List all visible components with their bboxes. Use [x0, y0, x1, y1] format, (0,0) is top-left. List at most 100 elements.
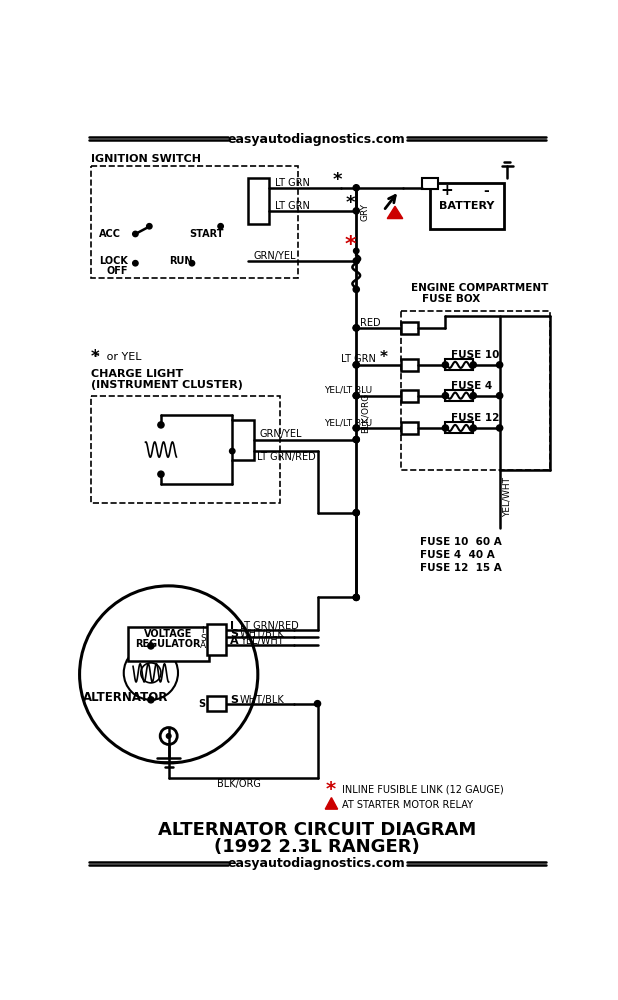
- Text: LT GRN: LT GRN: [275, 178, 310, 188]
- Text: S: S: [198, 699, 205, 709]
- Circle shape: [470, 393, 476, 399]
- Text: ACC: ACC: [99, 229, 121, 239]
- Text: FUSE 12  15 A: FUSE 12 15 A: [420, 563, 502, 573]
- Text: FUSE 12: FUSE 12: [451, 413, 499, 423]
- Text: FUSE 10  60 A: FUSE 10 60 A: [420, 537, 502, 547]
- Bar: [91, 166, 298, 278]
- Circle shape: [353, 362, 359, 368]
- Circle shape: [353, 258, 359, 264]
- Text: YEL/LT BLU: YEL/LT BLU: [324, 418, 372, 427]
- Bar: [248, 178, 269, 224]
- Text: *: *: [379, 350, 387, 365]
- Text: BLK/ORG: BLK/ORG: [217, 779, 261, 789]
- Text: GRY: GRY: [360, 203, 369, 221]
- Text: easyautodiagnostics.com: easyautodiagnostics.com: [228, 133, 405, 146]
- Bar: [446, 359, 473, 370]
- Bar: [128, 627, 209, 661]
- Text: GRN/YEL: GRN/YEL: [260, 429, 302, 439]
- Text: S: S: [230, 629, 238, 639]
- Circle shape: [442, 362, 449, 368]
- Circle shape: [158, 422, 164, 428]
- Circle shape: [353, 248, 359, 254]
- Text: I: I: [230, 621, 234, 631]
- Circle shape: [148, 697, 154, 703]
- Text: LT GRN: LT GRN: [275, 201, 310, 211]
- Circle shape: [189, 261, 195, 266]
- Circle shape: [353, 325, 359, 331]
- Circle shape: [353, 185, 359, 191]
- Circle shape: [496, 362, 502, 368]
- Text: START: START: [190, 229, 224, 239]
- Circle shape: [353, 436, 359, 443]
- Circle shape: [353, 208, 359, 214]
- Text: LT GRN: LT GRN: [341, 354, 376, 364]
- Circle shape: [442, 425, 449, 431]
- Bar: [401, 389, 418, 402]
- Text: VOLTAGE: VOLTAGE: [144, 629, 192, 639]
- Bar: [430, 183, 504, 229]
- Text: A: A: [200, 641, 206, 650]
- Text: *: *: [332, 171, 342, 189]
- Text: YEL/WHT: YEL/WHT: [240, 636, 284, 646]
- Text: GRN/YEL: GRN/YEL: [254, 251, 297, 261]
- Circle shape: [353, 286, 359, 292]
- Bar: [401, 322, 418, 334]
- Circle shape: [148, 643, 154, 649]
- Bar: [401, 422, 418, 434]
- Text: RED: RED: [360, 318, 381, 328]
- Text: FUSE BOX: FUSE BOX: [422, 294, 480, 304]
- Text: OFF: OFF: [107, 266, 128, 276]
- Text: YEL/WHT: YEL/WHT: [502, 477, 512, 517]
- Text: +: +: [440, 183, 453, 198]
- Circle shape: [146, 224, 152, 229]
- Text: I: I: [201, 626, 204, 635]
- Text: IGNITION SWITCH: IGNITION SWITCH: [91, 153, 201, 163]
- Text: YEL/LT BLU: YEL/LT BLU: [324, 386, 372, 395]
- Text: FUSE 10: FUSE 10: [451, 350, 499, 360]
- Text: ENGINE COMPARTMENT: ENGINE COMPARTMENT: [410, 283, 548, 293]
- Text: LT GRN/RED: LT GRN/RED: [240, 621, 298, 631]
- Circle shape: [496, 425, 502, 431]
- Circle shape: [218, 224, 223, 229]
- Bar: [208, 624, 226, 655]
- Circle shape: [158, 471, 164, 477]
- Text: *: *: [344, 235, 356, 255]
- Circle shape: [470, 425, 476, 431]
- Bar: [91, 396, 281, 503]
- Text: A: A: [230, 636, 239, 646]
- Circle shape: [353, 393, 359, 399]
- Text: WHT/BLK: WHT/BLK: [240, 629, 285, 639]
- Text: easyautodiagnostics.com: easyautodiagnostics.com: [228, 857, 405, 870]
- Text: LOCK: LOCK: [99, 256, 128, 266]
- Text: FUSE 4: FUSE 4: [451, 381, 492, 391]
- Circle shape: [353, 510, 359, 516]
- Circle shape: [353, 594, 359, 600]
- Circle shape: [353, 594, 359, 600]
- Text: REGULATOR: REGULATOR: [135, 639, 201, 649]
- Circle shape: [133, 261, 138, 266]
- Polygon shape: [325, 798, 337, 809]
- Circle shape: [315, 701, 321, 707]
- Bar: [401, 311, 550, 470]
- Circle shape: [133, 231, 138, 237]
- Circle shape: [353, 436, 359, 443]
- Circle shape: [353, 425, 359, 431]
- Circle shape: [353, 510, 359, 516]
- Text: *  or YEL: * or YEL: [95, 352, 142, 362]
- Circle shape: [353, 425, 359, 431]
- Text: S: S: [200, 634, 206, 643]
- Polygon shape: [387, 206, 403, 219]
- Bar: [422, 178, 438, 189]
- Text: (1992 2.3L RANGER): (1992 2.3L RANGER): [214, 838, 420, 856]
- Circle shape: [229, 448, 235, 454]
- Text: *: *: [91, 348, 100, 366]
- Bar: [208, 696, 226, 711]
- Bar: [446, 390, 473, 401]
- Circle shape: [353, 325, 359, 331]
- Text: *: *: [325, 780, 336, 799]
- Circle shape: [353, 393, 359, 399]
- Text: CHARGE LIGHT: CHARGE LIGHT: [91, 369, 184, 379]
- Text: ALTERNATOR CIRCUIT DIAGRAM: ALTERNATOR CIRCUIT DIAGRAM: [158, 821, 476, 839]
- Circle shape: [496, 393, 502, 399]
- Circle shape: [353, 362, 359, 368]
